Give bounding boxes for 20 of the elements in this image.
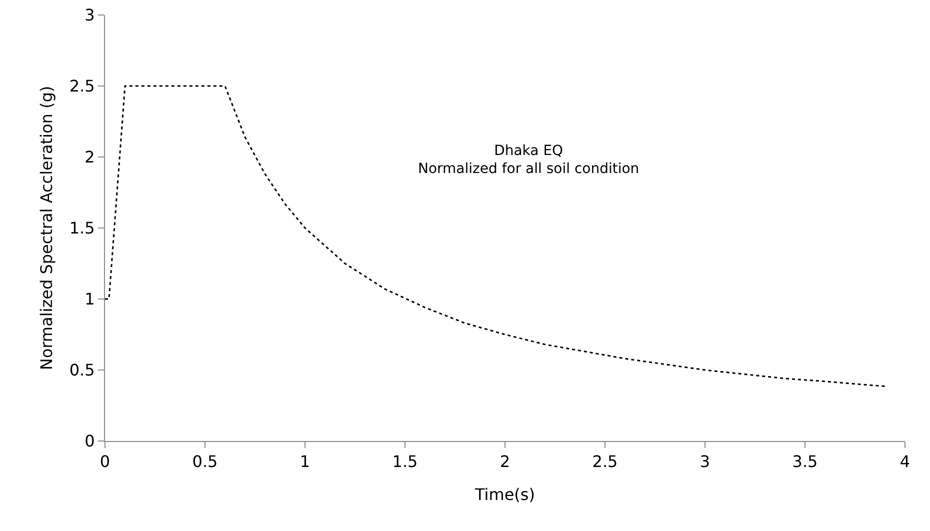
x-tick-label: 3 [700,452,710,472]
x-tick-label: 1 [300,452,310,472]
x-tick-label: 3.5 [792,452,818,472]
x-tick-label: 0 [100,452,110,472]
x-tick-label: 0.5 [192,452,218,472]
x-tick-label: 1.5 [392,452,418,472]
annotation: Dhaka EQ Normalized for all soil condition [418,143,640,178]
x-tick-label: 4 [900,452,910,472]
y-tick-label: 3 [84,6,95,25]
y-axis-title: Normalized Spectral Accleration (g) [37,86,56,370]
x-tick-label: 2 [500,452,510,472]
x-tick-label: 2.5 [592,452,618,472]
y-tick-label: 0 [84,432,95,451]
line-series [105,85,886,388]
y-tick-label: 0.5 [69,360,95,380]
y-tick-label: 1.5 [69,218,95,238]
x-axis-title: Time(s) [474,484,535,504]
y-tick-label: 2.5 [69,76,95,96]
y-tick-label: 2 [84,148,95,167]
y-tick-label: 1 [84,290,95,309]
